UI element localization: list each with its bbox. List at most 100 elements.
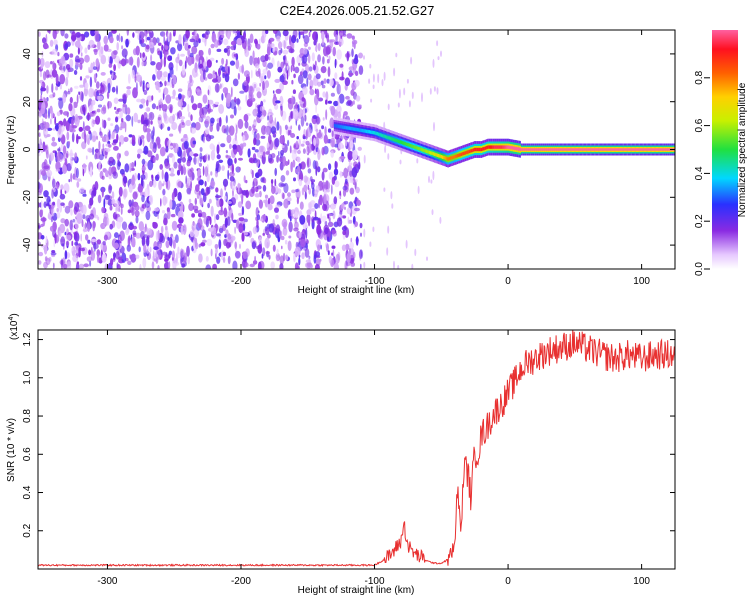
ridge-cell [496, 145, 499, 149]
ridge-cell [609, 148, 611, 151]
spectrogram-cell [52, 262, 55, 269]
spectrogram-cell [309, 30, 312, 33]
ridge-cell [486, 145, 488, 150]
spectrogram-cell [87, 44, 91, 50]
spectrogram-cell [160, 50, 163, 55]
spectrogram-cell [84, 125, 91, 131]
spectrogram-cell [223, 238, 228, 247]
spectrogram-cell [237, 72, 240, 80]
spectrogram-cell [276, 257, 279, 261]
ridge-cell [601, 148, 603, 151]
ridge-cell [562, 148, 564, 151]
ridge-cell [662, 148, 664, 151]
spectrogram-cell [257, 168, 263, 177]
spectrogram-cell [50, 118, 52, 125]
x-tick-label: 0 [505, 576, 511, 587]
spectrogram-cell [198, 253, 203, 263]
spectrogram-cell [168, 115, 175, 124]
spectrogram-cell [43, 244, 48, 255]
spectrogram-cell [262, 232, 266, 236]
spectrogram-cell [189, 74, 193, 84]
spectrogram-cell [297, 74, 304, 85]
spectrogram-cell [270, 179, 274, 184]
ridge-cell [576, 148, 579, 151]
spectrogram-cell [330, 105, 336, 116]
spectrogram-cell [131, 237, 136, 248]
spectrogram-cell [257, 150, 261, 158]
ridge-cell [572, 148, 575, 151]
spectrogram-cell [215, 59, 218, 63]
spectrogram-cell [297, 103, 300, 113]
spectrogram-cell [242, 251, 249, 259]
spectrogram-cell [263, 99, 266, 103]
spectrogram-cell [136, 56, 140, 68]
spectrogram-cell [181, 157, 186, 163]
spectrogram-cell [50, 216, 54, 223]
spectrogram-cell [230, 114, 234, 119]
spectrogram-cell [172, 239, 176, 249]
spectrogram-cell [238, 157, 243, 161]
spectrogram-cell [321, 84, 326, 89]
spectrogram-cell [160, 76, 167, 81]
spectrogram-cell [171, 257, 174, 261]
ridge-cell [514, 146, 516, 150]
spectrogram-cell [287, 192, 291, 198]
ridge-cell [377, 132, 380, 136]
spectrogram-cell [199, 152, 203, 163]
spectrogram-cell [156, 174, 160, 180]
spectrogram-cell [354, 70, 359, 76]
spectrogram-cell [179, 248, 184, 259]
spectrogram-cell [230, 45, 236, 51]
spectrogram-cell [316, 224, 322, 236]
spectrogram-cell [333, 196, 338, 205]
spectrogram-cell [101, 187, 104, 198]
spectrogram-cell [248, 125, 252, 132]
spectrogram-cell [314, 251, 321, 258]
spectrogram-cell [146, 131, 151, 143]
spectrogram-cell [151, 261, 155, 269]
spectrogram-cell [194, 209, 199, 214]
spectrogram-cell [358, 249, 364, 260]
spectrogram-cell [91, 238, 97, 243]
spectrogram-cell [181, 263, 186, 268]
spectrogram-cell [89, 260, 92, 267]
spectrogram-cell [255, 70, 261, 77]
spectrogram-cell [157, 265, 160, 269]
spectrogram-cell [241, 232, 245, 242]
spectrogram-cell [265, 227, 270, 236]
spectrogram-cell [132, 87, 138, 99]
spectrogram-cell [258, 236, 263, 245]
spectrogram-cell [245, 179, 248, 184]
spectrogram-cell [281, 245, 283, 250]
ridge-cell [558, 148, 560, 151]
spectrogram-cell [186, 187, 191, 194]
spectrogram-cell [89, 213, 94, 220]
spectrogram-cell [403, 87, 406, 96]
spectrogram-cell [235, 219, 239, 229]
spectrogram-cell [64, 250, 68, 260]
spectrogram-cell [253, 137, 257, 146]
spectrogram-cell [355, 186, 360, 194]
spectrogram-cell [307, 46, 311, 50]
spectrogram-cell [116, 34, 120, 41]
spectrogram-cell [321, 31, 325, 40]
spectrogram-cell [78, 263, 85, 269]
ridge-cell [527, 148, 529, 151]
spectrogram-cell [268, 134, 272, 145]
spectrogram-cell [349, 179, 354, 184]
spectrogram-cell [319, 194, 323, 206]
spectrogram-cell [187, 82, 192, 93]
spectrogram-cell [231, 163, 234, 175]
spectrogram-cell [176, 203, 182, 207]
spectrogram-cell [215, 214, 220, 221]
spectrogram-cell [204, 154, 208, 161]
spectrogram-cell [111, 191, 115, 199]
spectrogram-cell [38, 190, 42, 196]
spectrogram-cell [98, 161, 102, 166]
spectrogram-cell [178, 217, 184, 224]
spectrogram-cell [421, 92, 423, 103]
spectrogram-cell [207, 73, 213, 80]
spectrogram-cell [287, 240, 292, 252]
spectrogram-cell [209, 216, 212, 225]
spectrogram-cell [118, 98, 124, 102]
